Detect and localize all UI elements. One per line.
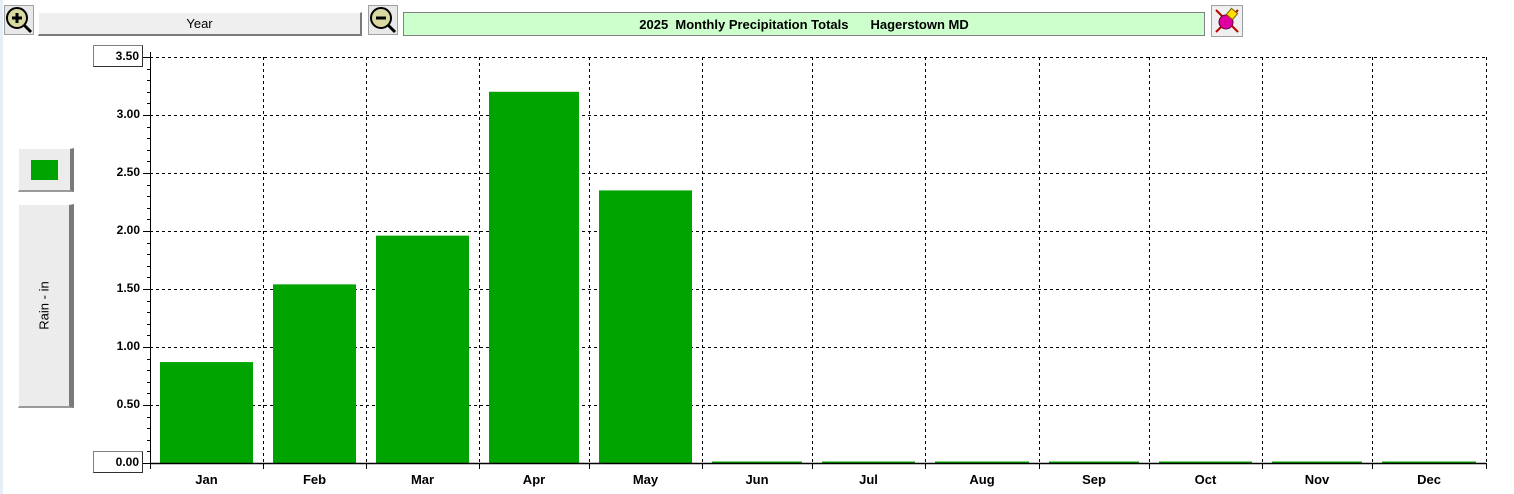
x-tick-label-jul: Jul: [859, 472, 878, 487]
x-tick-label-may: May: [632, 472, 659, 487]
magnifier-plus-icon: [6, 7, 33, 34]
x-tick-label-nov: Nov: [1304, 472, 1330, 487]
y-tick-label[interactable]: 0.00: [93, 451, 143, 473]
magnifier-minus-icon: [370, 7, 397, 34]
period-label: Year: [186, 16, 213, 31]
x-tick-label-oct: Oct: [1194, 472, 1217, 487]
chart-title: 2025 Monthly Precipitation Totals Hagerst…: [403, 12, 1205, 36]
bar-oct: [1159, 461, 1252, 463]
bar-aug: [935, 461, 1029, 463]
window-edge: [0, 0, 3, 494]
bar-apr: [489, 91, 579, 464]
y-tick-label: 3.00: [116, 107, 140, 121]
bar-sep: [1049, 461, 1139, 463]
color-tool-button[interactable]: [1211, 5, 1243, 37]
x-tick-label-feb: Feb: [302, 472, 327, 487]
zoom-in-button[interactable]: [4, 5, 34, 35]
paint-palette-icon: [1215, 7, 1239, 33]
y-tick-label: 2.50: [116, 165, 140, 179]
bar-jul: [822, 461, 915, 463]
chart-title-left: 2025 Monthly Precipitation Totals: [639, 16, 849, 32]
x-tick-label-sep: Sep: [1082, 472, 1106, 487]
legend-series-button[interactable]: [18, 148, 74, 192]
y-tick-label: 2.00: [116, 223, 140, 237]
bar-feb: [273, 284, 356, 463]
y-tick-label: 1.50: [116, 281, 140, 295]
x-tick-label-aug: Aug: [969, 472, 995, 487]
y-tick-label: 1.00: [116, 339, 140, 353]
x-tick-label-mar: Mar: [410, 472, 435, 487]
bar-nov: [1272, 461, 1362, 463]
x-tick-label-apr: Apr: [522, 472, 546, 487]
x-tick-label-jan: Jan: [195, 472, 218, 487]
x-tick-label-dec: Dec: [1417, 472, 1441, 487]
bar-jun: [712, 461, 802, 463]
bar-may: [599, 190, 692, 463]
bar-dec: [1382, 461, 1476, 463]
y-tick-label: 0.50: [116, 397, 140, 411]
bar-mar: [376, 235, 469, 463]
chart-title-location: Hagerstown MD: [870, 16, 969, 32]
y-tick-label[interactable]: 3.50: [93, 45, 143, 67]
period-selector[interactable]: Year: [38, 12, 362, 36]
bar-jan: [160, 362, 253, 463]
y-axis-label-button[interactable]: Rain - in: [18, 204, 74, 408]
legend-swatch: [31, 159, 58, 180]
x-tick-label-jun: Jun: [745, 472, 769, 487]
zoom-out-button[interactable]: [368, 5, 398, 35]
